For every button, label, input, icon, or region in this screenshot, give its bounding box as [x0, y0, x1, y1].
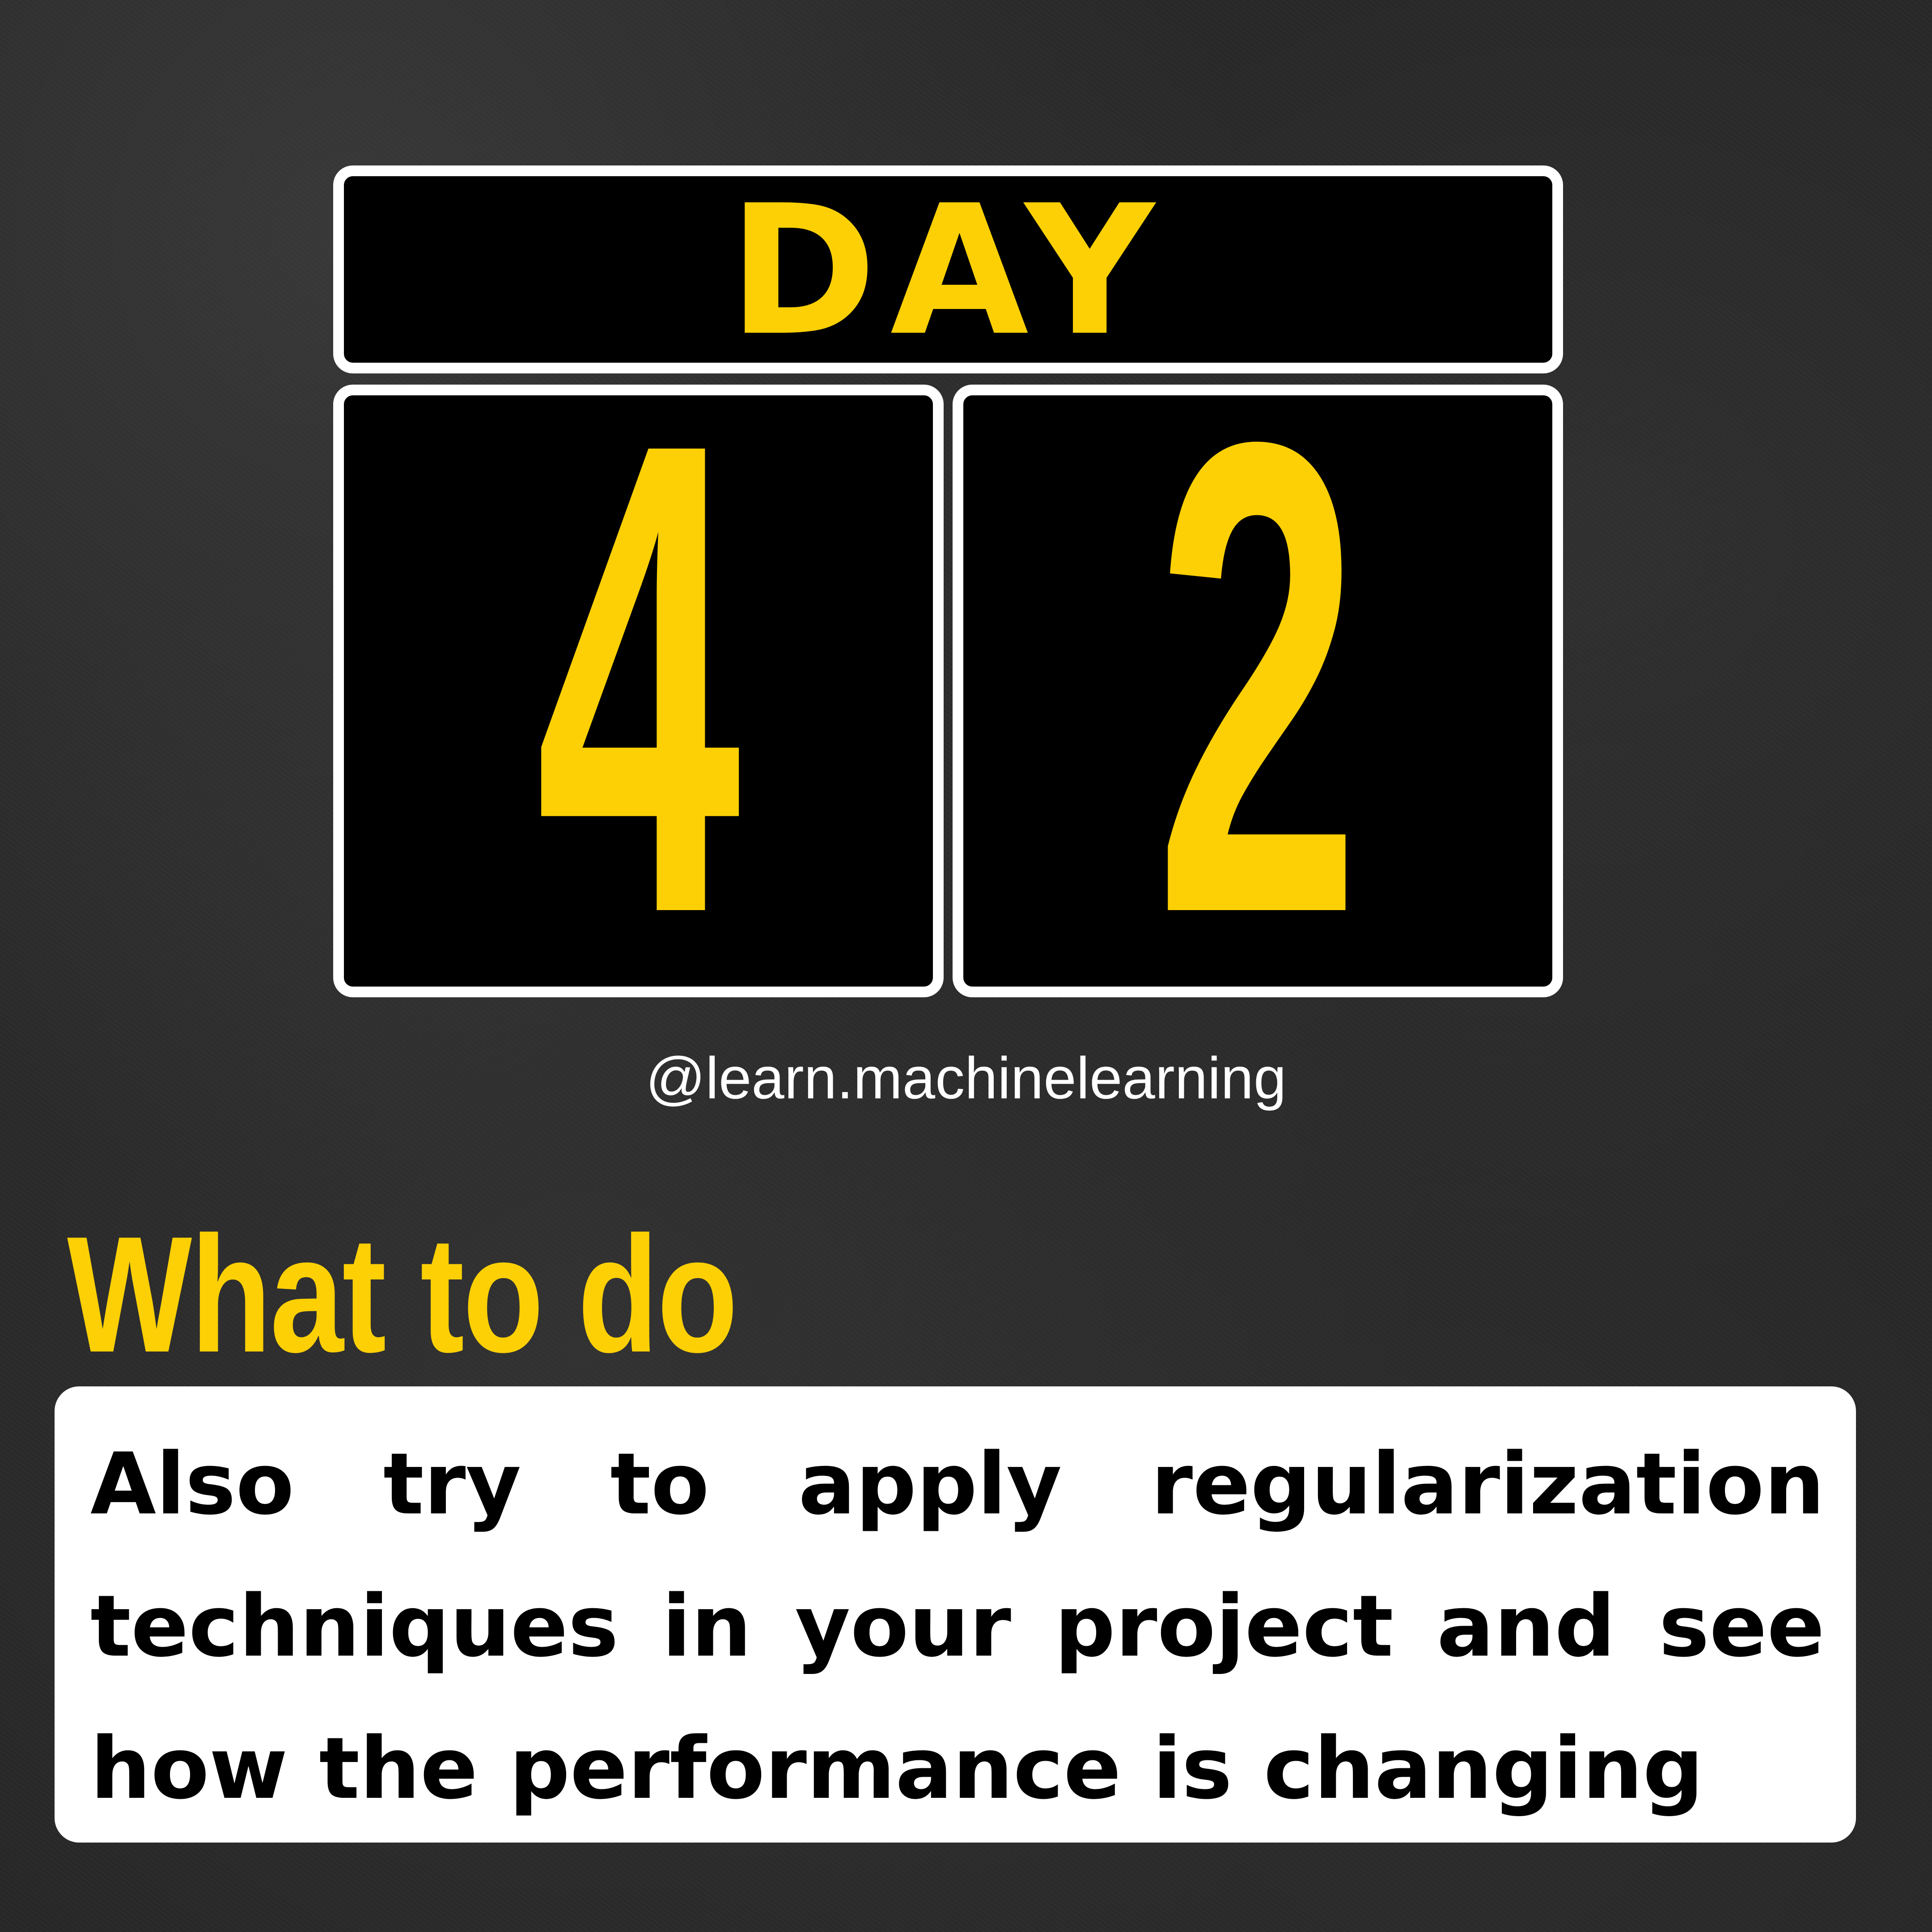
section-heading: What to do [67, 1202, 738, 1387]
digit-card-ones: 2 [953, 342, 1563, 1013]
account-handle: @learn.machinelearning [645, 1045, 1287, 1111]
instruction-box: Also try to apply regularization techniq… [55, 1386, 1856, 1843]
digit-card-tens: 4 [333, 342, 944, 1013]
instruction-text: Also try to apply regularization techniq… [90, 1435, 1825, 1818]
day-banner: DAY [333, 165, 1563, 373]
day-number-ones: 2 [1155, 303, 1360, 1052]
day-label: DAY [728, 167, 1168, 375]
day-number-tens: 4 [536, 303, 741, 1052]
